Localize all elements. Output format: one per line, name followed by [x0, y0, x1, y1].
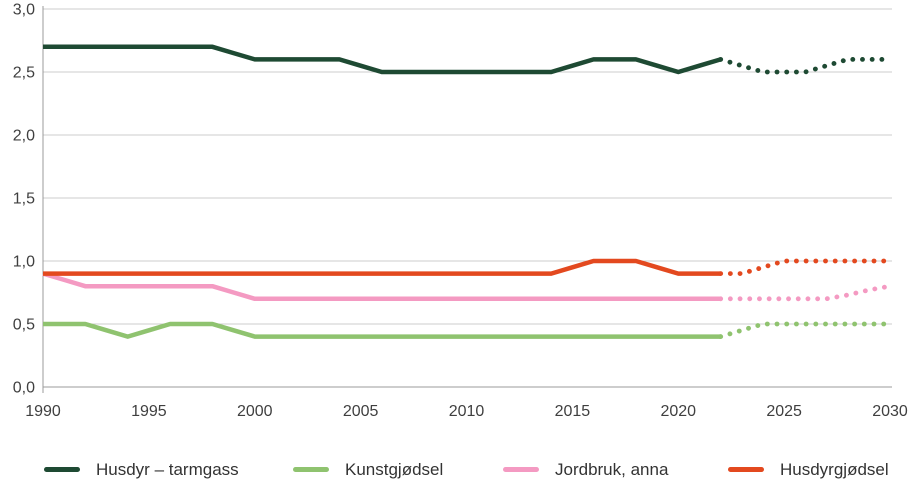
- series-line-0-historical: [43, 44, 722, 75]
- series-line-3-projection: [718, 258, 893, 277]
- y-axis-label: 2,5: [13, 65, 35, 82]
- y-axis-label: 3,0: [13, 2, 35, 19]
- legend-item-husdyrgjodsel[interactable]: Husdyrgjødsel: [728, 456, 889, 483]
- chart-legend: Husdyr – tarmgass Kunstgjødsel Jordbruk,…: [0, 456, 910, 483]
- x-axis-label: 2005: [343, 403, 379, 420]
- x-axis-label: 2000: [237, 403, 273, 420]
- legend-swatch-kunstgjodsel: [293, 467, 329, 472]
- y-axis-label: 1,5: [13, 191, 35, 208]
- x-axis-label: 2015: [555, 403, 591, 420]
- series-line-3-historical: [43, 258, 721, 276]
- y-axis-label: 1,0: [13, 254, 35, 271]
- series-line-1-historical: [43, 321, 721, 339]
- legend-label: Husdyr – tarmgass: [96, 459, 239, 479]
- x-axis-label: 1995: [131, 403, 167, 420]
- y-axis-label: 0,0: [13, 380, 35, 397]
- legend-label: Jordbruk, anna: [555, 459, 669, 479]
- x-axis-label: 1990: [25, 403, 61, 420]
- legend-swatch-jordbruk-anna: [503, 467, 539, 472]
- x-axis-label: 2020: [660, 403, 696, 420]
- series-line-0-projection: [718, 57, 893, 75]
- legend-label: Husdyrgjødsel: [780, 459, 889, 479]
- legend-item-husdyr-tarmgass[interactable]: Husdyr – tarmgass: [44, 456, 239, 483]
- series-line-2-historical: [42, 271, 721, 302]
- series-line-2-projection: [718, 283, 893, 302]
- x-axis-label: 2025: [766, 403, 802, 420]
- series-line-1-projection: [718, 321, 893, 340]
- legend-item-jordbruk-anna[interactable]: Jordbruk, anna: [503, 456, 668, 483]
- legend-label: Kunstgjødsel: [345, 459, 444, 479]
- x-axis-label: 2010: [449, 403, 485, 420]
- y-axis-label: 2,0: [13, 128, 35, 145]
- legend-swatch-husdyr-tarmgass: [44, 467, 80, 472]
- emissions-line-chart: 0,0 0,5 1,0 1,5 2,0 2,5 3,0 1990 1995 2000 2005 201…: [13, 2, 908, 421]
- legend-item-kunstgjodsel[interactable]: Kunstgjødsel: [293, 456, 443, 483]
- legend-swatch-husdyrgjodsel: [728, 467, 764, 472]
- x-axis-label: 2030: [872, 403, 908, 420]
- y-axis-label: 0,5: [13, 317, 35, 334]
